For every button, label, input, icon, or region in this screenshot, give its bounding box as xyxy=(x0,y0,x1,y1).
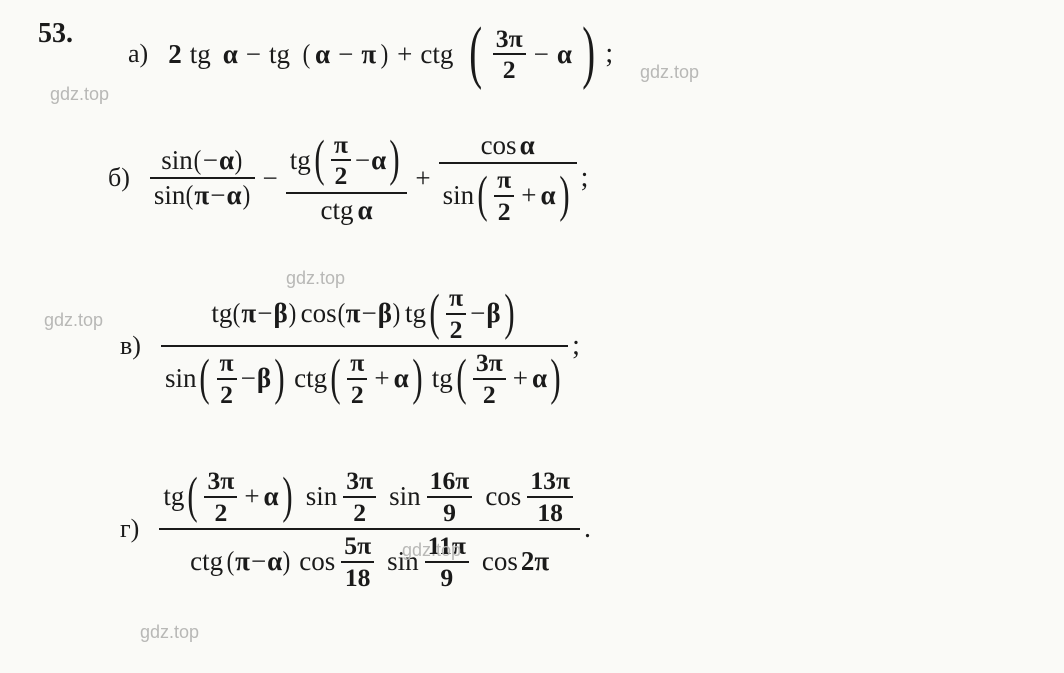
big-frac-b1: sin () sin () xyxy=(150,144,255,212)
terminator: ; xyxy=(581,162,589,194)
func-tg: tg xyxy=(190,39,211,70)
terminator: ; xyxy=(572,330,580,362)
denominator: ctg () cos 5π18 sin 11π9 cos 2π xyxy=(186,530,553,593)
numerator: 3π xyxy=(493,24,526,54)
part-a-expression: 2 tg − tg ( − ) + ctg ( 3π 2 − ) ; xyxy=(166,8,615,100)
minus-sign: − xyxy=(530,39,553,70)
frac-3pi-over-2: 3π 2 xyxy=(493,24,526,85)
part-c-row: в) tg () cos () tg ( 2 ) sin ( 2 xyxy=(120,256,1044,436)
func-ctg: ctg xyxy=(420,39,453,70)
denominator: 2 xyxy=(500,55,519,85)
numerator: tg () cos () tg ( 2 ) xyxy=(207,282,521,345)
symbol-pi xyxy=(361,39,376,70)
part-b-expression: sin () sin () − tg ( 2 ) ctg xyxy=(148,108,591,248)
big-frac-d: tg ( 3π2 + ) sin 3π2 sin 16π9 cos 13π18 … xyxy=(159,465,580,593)
func-tg: tg xyxy=(269,39,290,70)
symbol-alpha xyxy=(315,39,330,70)
denominator: ctg xyxy=(317,194,377,227)
rparen: ) xyxy=(381,39,389,70)
part-d-row: г) tg ( 3π2 + ) sin 3π2 sin 16π9 cos 13π… xyxy=(120,444,1044,614)
terminator: . xyxy=(584,513,591,545)
minus-sign: − xyxy=(259,163,282,194)
watermark: gdz.top xyxy=(44,310,103,331)
plus-sign: + xyxy=(411,163,434,194)
part-c-label: в) xyxy=(120,331,141,361)
big-frac-c: tg () cos () tg ( 2 ) sin ( 2 ) ctg xyxy=(161,282,568,410)
symbol-alpha xyxy=(557,39,572,70)
plus-sign: + xyxy=(393,39,416,70)
denominator: sin ( 2 + ) xyxy=(439,164,577,227)
numerator: sin () xyxy=(157,144,247,177)
part-c-expression: tg () cos () tg ( 2 ) sin ( 2 ) ctg xyxy=(159,256,582,436)
minus-sign: − xyxy=(334,39,357,70)
minus-sign: − xyxy=(242,39,265,70)
lparen: ( xyxy=(303,39,311,70)
big-frac-b2: tg ( 2 ) ctg xyxy=(286,129,408,227)
big-frac-b3: cos sin ( 2 + ) xyxy=(439,129,577,227)
denominator: sin () xyxy=(150,179,255,212)
problem-number: 53. xyxy=(38,18,73,50)
denominator: sin ( 2 ) ctg ( 2 + ) tg ( 3π2 + ) xyxy=(161,347,568,410)
numerator: tg ( 3π2 + ) sin 3π2 sin 16π9 cos 13π18 xyxy=(159,465,580,528)
part-d-expression: tg ( 3π2 + ) sin 3π2 sin 16π9 cos 13π18 … xyxy=(157,444,593,614)
numerator: cos xyxy=(477,129,539,162)
symbol-alpha xyxy=(223,39,238,70)
part-b-label: б) xyxy=(108,163,130,193)
numerator: tg ( 2 ) xyxy=(286,129,408,192)
part-a-label: а) xyxy=(128,39,148,69)
part-d-label: г) xyxy=(120,514,139,544)
terminator: ; xyxy=(605,38,613,70)
watermark: gdz.top xyxy=(140,622,199,643)
part-b-row: б) sin () sin () − tg ( 2 ) xyxy=(108,108,1044,248)
watermark: gdz.top xyxy=(50,84,109,105)
coefficient-two: 2 xyxy=(168,39,182,70)
two-pi: 2π xyxy=(521,546,549,577)
part-a-row: а) 2 tg − tg ( − ) + ctg ( 3π 2 − ) ; xyxy=(128,8,1044,100)
